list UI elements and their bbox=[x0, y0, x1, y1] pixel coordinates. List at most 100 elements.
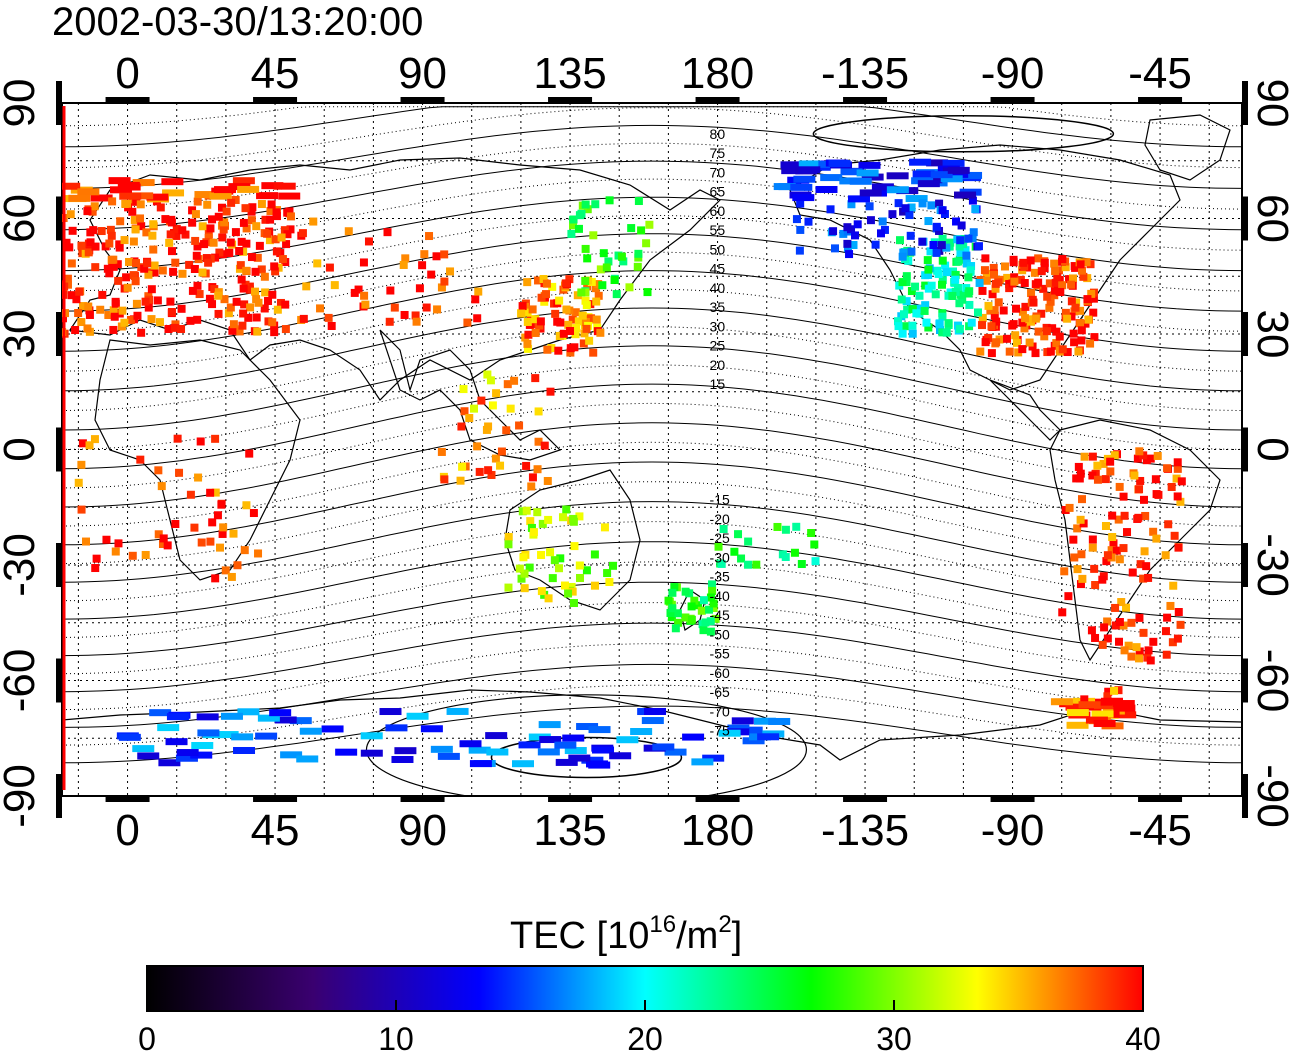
tec-sample-new-zealand bbox=[664, 596, 673, 605]
tec-sample-asia-mid bbox=[433, 305, 442, 314]
tec-sample-canada-alaska bbox=[843, 239, 852, 248]
tec-sample-antarctic-ring bbox=[468, 746, 491, 754]
tec-sample-south-america bbox=[1149, 637, 1158, 646]
tec-sample-usa-west bbox=[927, 281, 936, 290]
tec-sample-asia-mid bbox=[390, 303, 399, 312]
tec-sample-east-asia-north bbox=[633, 262, 642, 271]
tec-sample-europe bbox=[192, 251, 201, 260]
tec-sample-antarctic-peninsula bbox=[1113, 704, 1136, 712]
tec-sample-canada-alaska bbox=[796, 199, 805, 208]
right-lat-tick-label: -90 bbox=[1248, 764, 1292, 828]
tec-sample-europe bbox=[205, 294, 214, 303]
tec-sample-east-asia-north bbox=[627, 224, 636, 233]
tec-sample-canada-alaska bbox=[957, 221, 966, 230]
tec-sample-south-america bbox=[1112, 546, 1121, 555]
tec-sample-south-america bbox=[1146, 656, 1155, 665]
tec-sample-south-america bbox=[1164, 520, 1173, 529]
tec-sample-africa bbox=[211, 488, 220, 497]
tec-sample-japan bbox=[594, 291, 603, 300]
tec-sample-canada-alaska bbox=[781, 167, 804, 175]
tec-sample-south-asia bbox=[457, 422, 466, 431]
tec-sample-new-zealand bbox=[701, 618, 710, 627]
tec-sample-antarctic-ring bbox=[255, 732, 278, 740]
tec-sample-canada-alaska bbox=[847, 195, 870, 203]
bottom-tick-mark bbox=[695, 796, 740, 802]
tec-sample-japan bbox=[566, 344, 575, 353]
tec-sample-south-america bbox=[1174, 608, 1183, 617]
tec-sample-europe bbox=[268, 290, 277, 299]
tec-sample-europe bbox=[198, 268, 207, 277]
tec-sample-usa-east bbox=[1046, 347, 1055, 356]
tec-sample-japan bbox=[551, 309, 560, 318]
tec-sample-usa-west bbox=[908, 305, 917, 314]
tec-sample-europe bbox=[261, 182, 284, 190]
tec-sample-south-asia bbox=[497, 447, 506, 456]
tec-sample-europe bbox=[68, 194, 91, 202]
tec-sample-antarctic-ring bbox=[430, 745, 453, 753]
contour-label: -40 bbox=[710, 588, 730, 604]
tec-sample-usa-east bbox=[1020, 324, 1029, 333]
tec-sample-europe bbox=[271, 235, 280, 244]
tec-sample-usa-east bbox=[1037, 309, 1046, 318]
tec-sample-antarctic-peninsula bbox=[1112, 700, 1135, 708]
tec-sample-pacific-south bbox=[734, 530, 743, 539]
tec-sample-antarctic-ring bbox=[197, 729, 220, 737]
tec-sample-antarctic-ring bbox=[616, 736, 639, 744]
tec-sample-usa-east bbox=[1009, 255, 1018, 264]
tec-sample-pacific-south bbox=[781, 552, 790, 561]
tec-sample-usa-east bbox=[1051, 267, 1060, 276]
tec-sample-antarctic-peninsula bbox=[1093, 720, 1116, 728]
tec-sample-antarctic-ring bbox=[555, 758, 578, 766]
tec-sample-europe bbox=[193, 197, 202, 206]
colorbar-tick-label: 20 bbox=[627, 1021, 663, 1057]
tec-sample-europe bbox=[266, 215, 275, 224]
tec-sample-europe bbox=[141, 297, 150, 306]
tec-sample-canada-alaska bbox=[964, 234, 973, 243]
magnetic-contour bbox=[62, 178, 1242, 251]
tec-sample-europe bbox=[209, 192, 232, 200]
tec-sample-asia-mid bbox=[418, 261, 427, 270]
tec-sample-antarctic-ring bbox=[166, 713, 189, 721]
tec-sample-europe bbox=[126, 315, 135, 324]
tec-sample-antarctic-ring bbox=[740, 726, 763, 734]
right-lat-tick-label: -30 bbox=[1248, 533, 1292, 597]
tec-sample-usa-east bbox=[1003, 273, 1012, 282]
tec-sample-usa-west bbox=[967, 262, 976, 271]
right-lat-tick-label: 60 bbox=[1248, 194, 1292, 243]
tec-sample-europe bbox=[158, 266, 167, 275]
tec-sample-antarctic-peninsula bbox=[1050, 698, 1073, 706]
tec-sample-europe bbox=[98, 290, 107, 299]
tec-sample-usa-east bbox=[988, 290, 997, 299]
tec-sample-japan bbox=[555, 296, 564, 305]
tec-sample-east-asia-north bbox=[569, 221, 578, 230]
tec-sample-asia-mid bbox=[385, 317, 394, 326]
tec-sample-antarctic-ring bbox=[742, 737, 765, 745]
tec-sample-usa-east bbox=[1068, 274, 1077, 283]
tec-sample-asia-mid bbox=[399, 260, 408, 269]
tec-sample-canada-alaska bbox=[871, 183, 894, 191]
tec-sample-africa bbox=[91, 564, 100, 573]
tec-sample-australia bbox=[603, 569, 612, 578]
tec-sample-usa-east bbox=[980, 266, 989, 275]
tec-sample-asia-mid bbox=[432, 252, 441, 261]
tec-sample-japan bbox=[523, 308, 532, 317]
tec-sample-south-america bbox=[1168, 638, 1177, 647]
tec-sample-pacific-south bbox=[807, 529, 816, 538]
tec-sample-europe bbox=[190, 264, 199, 273]
tec-sample-europe bbox=[188, 218, 197, 227]
tec-sample-europe bbox=[191, 236, 200, 245]
tec-sample-south-america bbox=[1103, 617, 1112, 626]
top-tick-mark bbox=[400, 97, 445, 103]
tec-sample-usa-west bbox=[924, 270, 933, 279]
top-tick-mark bbox=[548, 97, 593, 103]
tec-sample-antarctic-ring bbox=[299, 727, 322, 735]
tec-sample-europe bbox=[264, 297, 273, 306]
tec-sample-antarctic-ring bbox=[539, 736, 562, 744]
contour-label: -70 bbox=[710, 703, 730, 719]
tec-sample-africa bbox=[211, 434, 220, 443]
tec-sample-south-america bbox=[1154, 490, 1163, 499]
tec-sample-south-america bbox=[1142, 562, 1151, 571]
tec-sample-europe bbox=[177, 304, 186, 313]
tec-sample-europe bbox=[144, 270, 153, 279]
tec-sample-usa-east bbox=[1051, 278, 1060, 287]
